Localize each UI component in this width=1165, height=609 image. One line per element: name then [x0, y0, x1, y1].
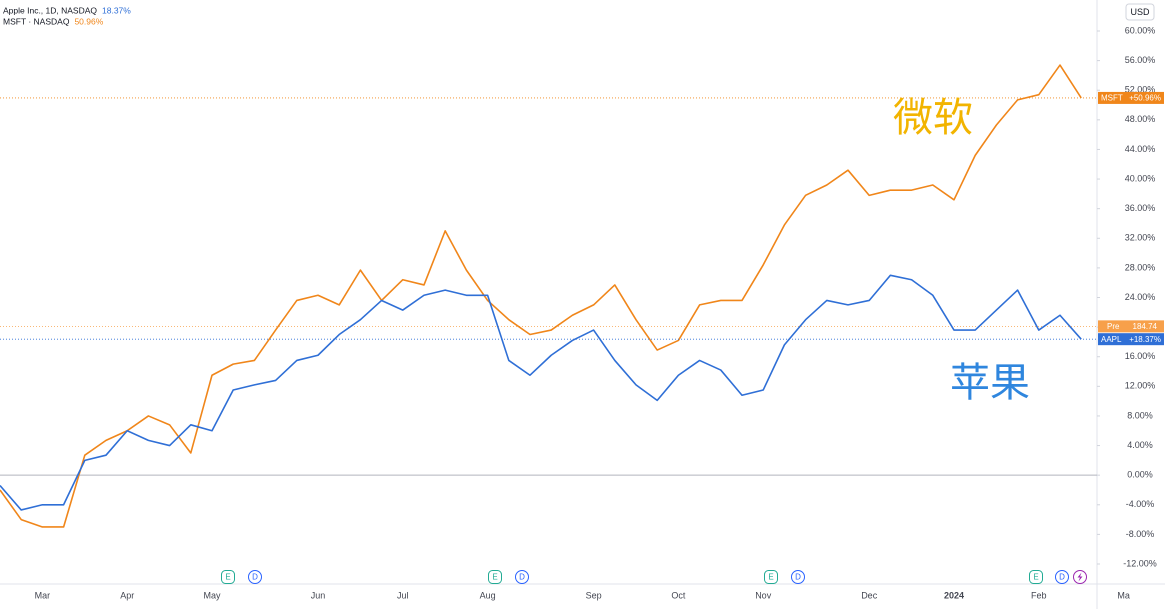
x-tick-label: Sep — [586, 590, 602, 600]
y-tick-label: -12.00% — [1123, 558, 1157, 568]
y-tick-label: 60.00% — [1125, 25, 1156, 35]
x-tick-label: Jun — [311, 590, 326, 600]
price-tag-name: MSFT — [1101, 94, 1123, 103]
price-tag-value: +18.37% — [1129, 335, 1161, 344]
event-label: D — [795, 573, 801, 582]
event-badge[interactable] — [1029, 570, 1043, 584]
event-badge[interactable] — [515, 570, 529, 584]
price-tag-value: +50.96% — [1129, 94, 1161, 103]
event-label: E — [225, 573, 230, 582]
y-tick-label: 40.00% — [1125, 173, 1156, 183]
y-tick-label: 24.00% — [1125, 292, 1156, 302]
x-tick-label: Ma — [1117, 590, 1130, 600]
event-label: E — [1033, 573, 1038, 582]
event-label: D — [519, 573, 525, 582]
pre-market-price: 184.74 — [1133, 322, 1158, 331]
y-tick-label: -4.00% — [1126, 499, 1155, 509]
x-tick-label: Feb — [1031, 590, 1047, 600]
x-tick-label: May — [203, 590, 221, 600]
x-tick-label: Apr — [120, 590, 134, 600]
x-tick-label: Nov — [755, 590, 772, 600]
currency-button[interactable] — [1125, 3, 1155, 21]
pre-market-label: Pre — [1107, 322, 1120, 331]
legend-value: 18.37% — [102, 5, 131, 15]
price-tag — [1098, 333, 1164, 346]
x-tick-label: Mar — [35, 590, 51, 600]
y-tick-label: 4.00% — [1127, 440, 1153, 450]
event-badge[interactable] — [1055, 570, 1069, 584]
y-tick-label: 32.00% — [1125, 233, 1156, 243]
price-tag — [1098, 91, 1164, 104]
annotation: 苹果 — [950, 360, 1030, 406]
annotation: 微软 — [893, 95, 973, 141]
pre-market-tag — [1098, 320, 1164, 333]
event-label: E — [492, 573, 497, 582]
y-tick-label: 12.00% — [1125, 381, 1156, 391]
x-tick-label: Oct — [671, 590, 686, 600]
y-tick-label: 0.00% — [1127, 470, 1153, 480]
event-badge[interactable] — [221, 570, 235, 584]
lightning-event[interactable] — [1073, 570, 1087, 584]
event-label: D — [1059, 573, 1065, 582]
y-tick-label: -8.00% — [1126, 529, 1155, 539]
y-tick-label: 28.00% — [1125, 262, 1156, 272]
y-tick-label: 56.00% — [1125, 55, 1156, 65]
y-tick-label: 44.00% — [1125, 144, 1156, 154]
legend-value: 50.96% — [74, 16, 103, 26]
y-tick-label: 16.00% — [1125, 351, 1156, 361]
legend-name: Apple Inc., 1D, NASDAQ — [3, 5, 97, 15]
series-line — [0, 274, 1082, 511]
event-label: D — [252, 573, 258, 582]
x-tick-label: 2024 — [944, 590, 964, 600]
event-badge[interactable] — [248, 570, 262, 584]
event-label: E — [768, 573, 773, 582]
event-badge[interactable] — [791, 570, 805, 584]
y-tick-label: 36.00% — [1125, 203, 1156, 213]
y-tick-label: 8.00% — [1127, 410, 1153, 420]
event-badge[interactable] — [764, 570, 778, 584]
series-line — [0, 64, 1082, 528]
currency[interactable]: USD — [1130, 7, 1150, 17]
event-badge[interactable] — [488, 570, 502, 584]
legend-name: MSFT · NASDAQ — [3, 16, 70, 26]
x-tick-label: Dec — [861, 590, 878, 600]
y-tick-label: 48.00% — [1125, 114, 1156, 124]
x-tick-label: Aug — [480, 590, 496, 600]
price-tag-name: AAPL — [1101, 335, 1122, 344]
y-tick-label: 52.00% — [1125, 85, 1156, 95]
x-tick-label: Jul — [397, 590, 409, 600]
